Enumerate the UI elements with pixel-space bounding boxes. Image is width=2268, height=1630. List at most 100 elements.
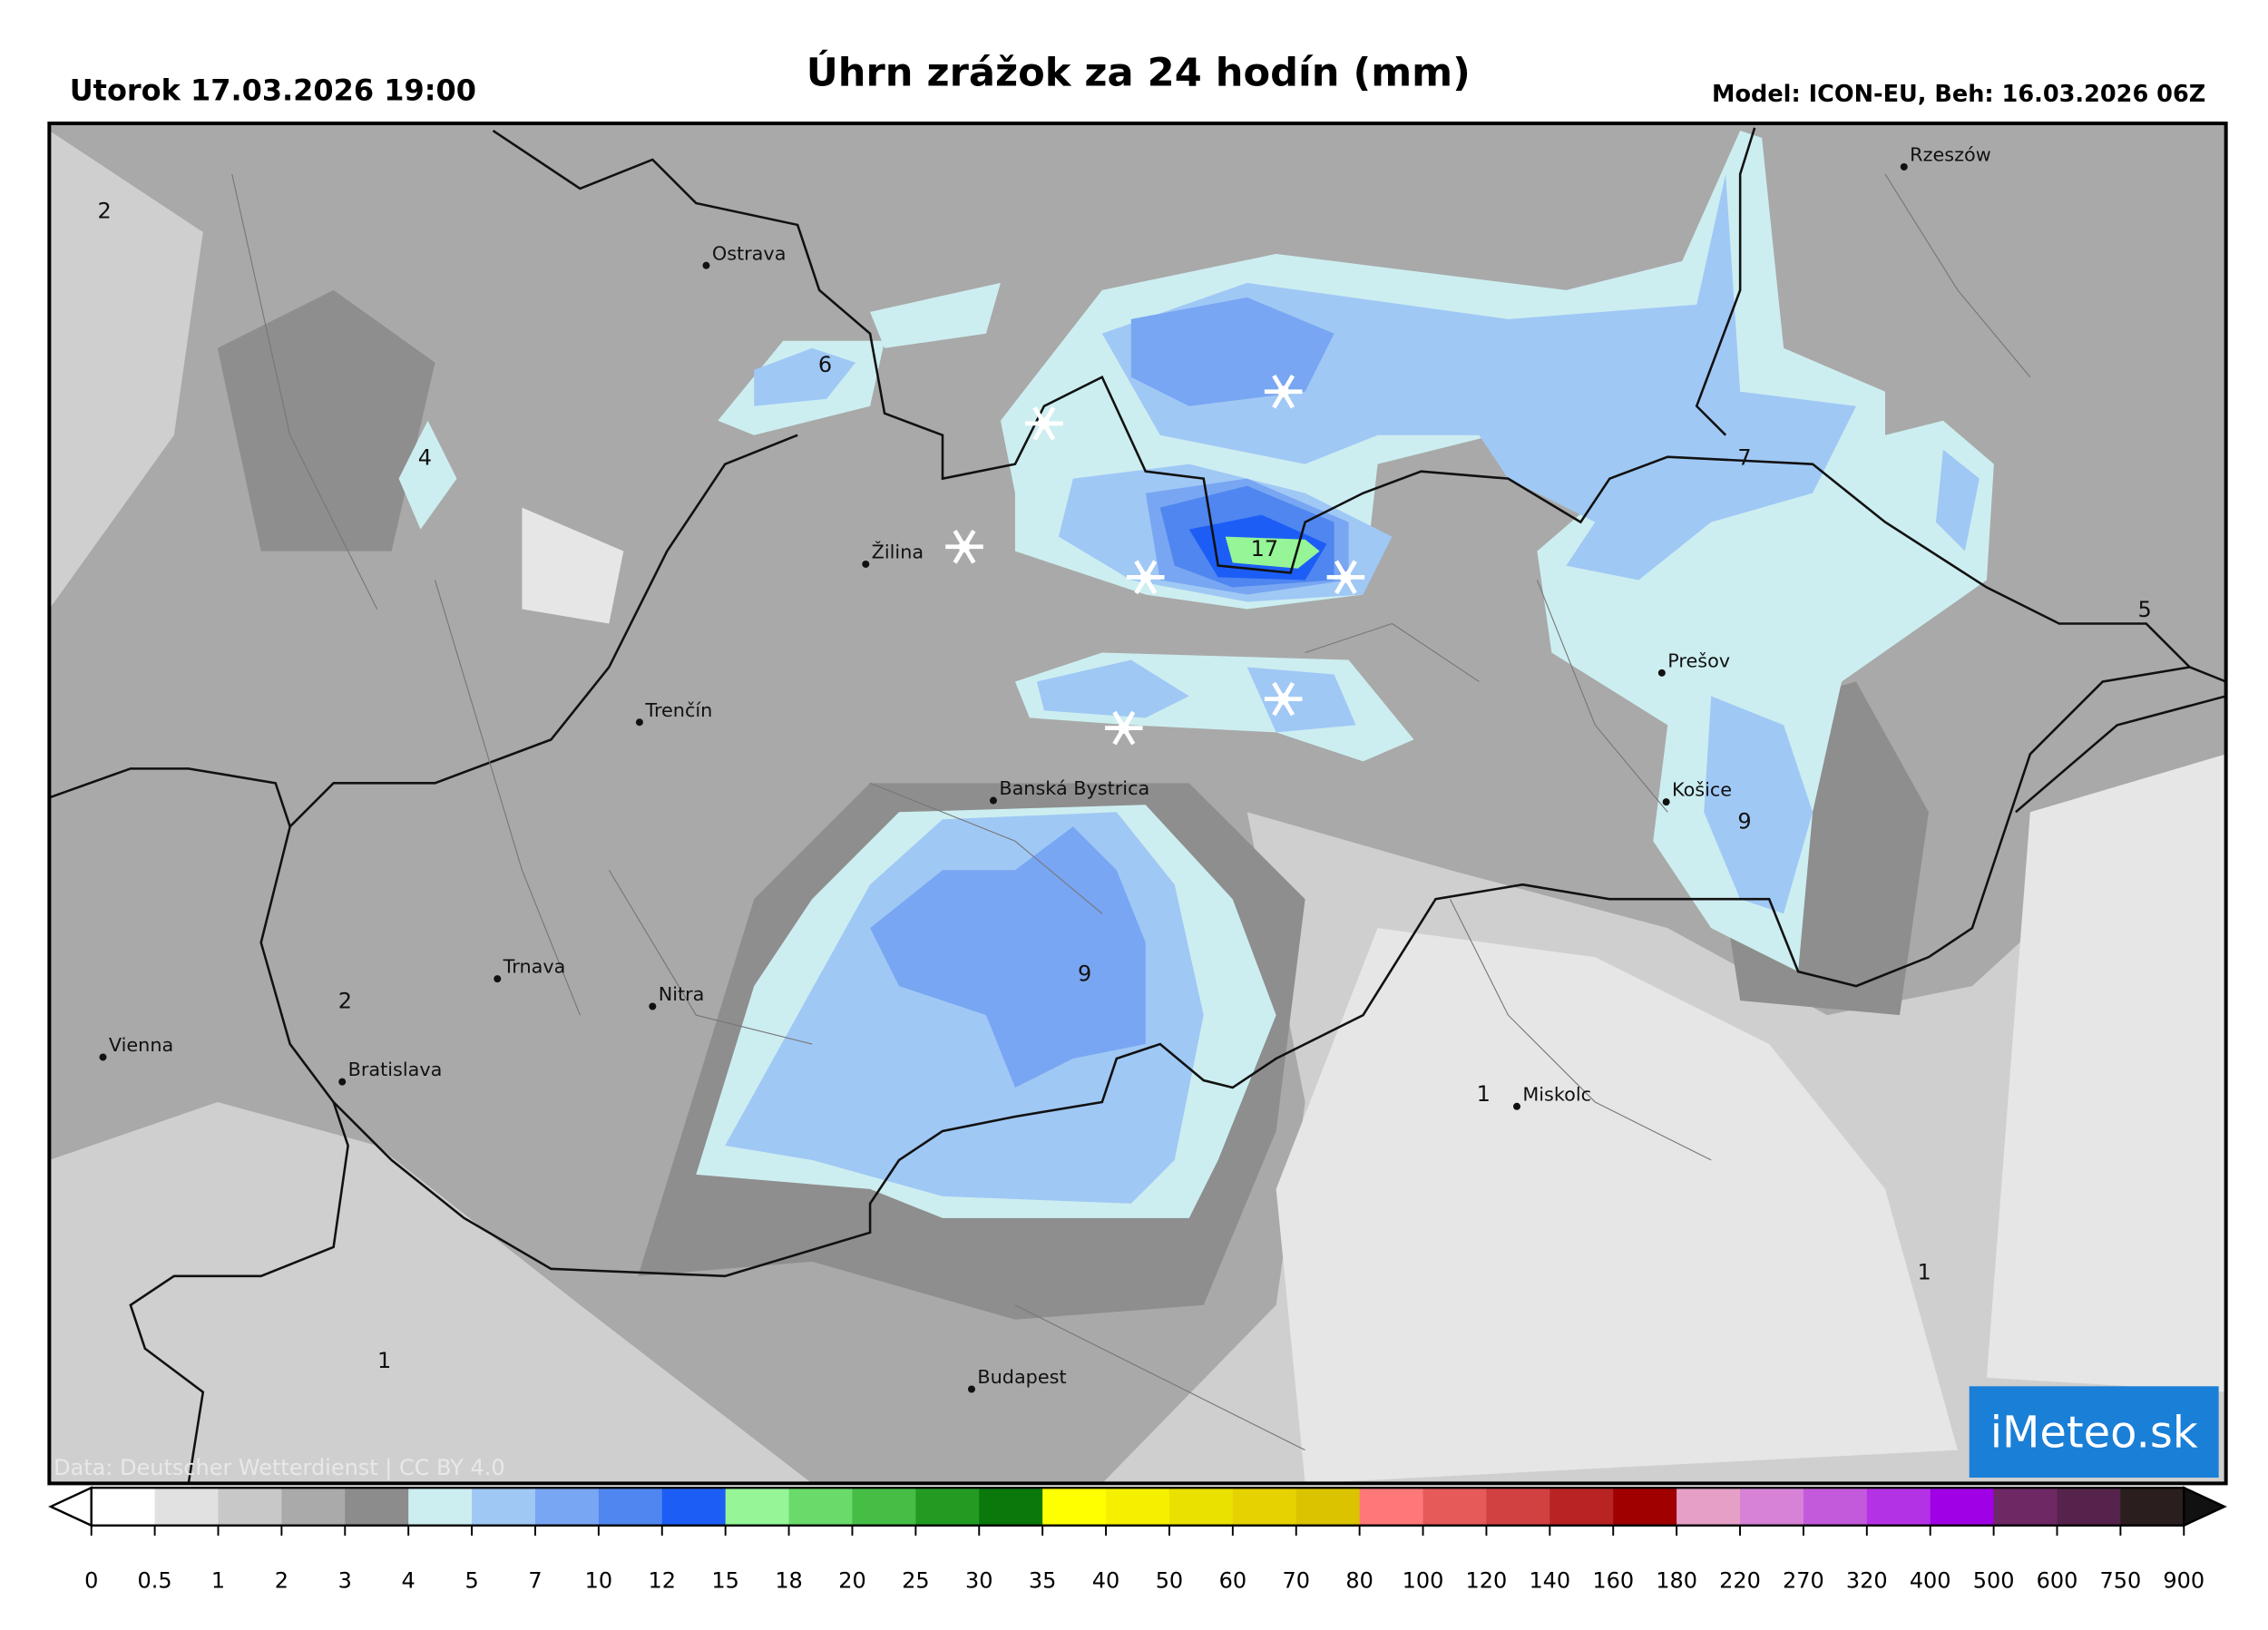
model: Model: ICON-EU, Beh: 16.03.2026 06Z (1712, 81, 2205, 108)
colorbar-tick-label: 100 (1403, 1567, 1444, 1593)
value-label: 5 (2138, 597, 2152, 622)
colorbar-tick-label: 20 (838, 1567, 866, 1593)
logo-box (1969, 1386, 2219, 1478)
colorbar-tick-label: 900 (2163, 1567, 2204, 1593)
value-label: 1 (1918, 1260, 1931, 1285)
colorbar-box (534, 1488, 600, 1526)
colorbar-box (1106, 1488, 1170, 1526)
colorbar-tick-label: 120 (1466, 1567, 1508, 1593)
colorbar-tick-label: 750 (2100, 1567, 2142, 1593)
colorbar-box (345, 1488, 409, 1526)
colorbar-box (661, 1488, 727, 1526)
city-label: Budapest (977, 1366, 1066, 1388)
colorbar-box (1740, 1488, 1804, 1526)
colorbar-box (598, 1488, 663, 1526)
city-label: Ostrava (712, 242, 787, 264)
colorbar-box (915, 1488, 981, 1526)
city-dot (649, 1002, 657, 1010)
colorbar-tick-label: 400 (1910, 1567, 1951, 1593)
city-label: Košice (1672, 779, 1732, 801)
value-label: 17 (1251, 536, 1279, 561)
city-label: Nitra (659, 983, 705, 1005)
city-dot (702, 261, 710, 269)
city-label: Prešov (1667, 649, 1730, 671)
colorbar-box (1866, 1488, 1931, 1526)
city-dot (99, 1053, 107, 1061)
city-dot (635, 718, 643, 727)
colorbar-box (1613, 1488, 1677, 1526)
colorbar-tick-label: 30 (965, 1567, 993, 1593)
value-label: 9 (1737, 808, 1751, 834)
colorbar-box (725, 1488, 790, 1526)
colorbar-tick-label: 1 (211, 1567, 225, 1593)
city-dot (1900, 162, 1908, 171)
colorbar-tick-label: 0 (84, 1567, 98, 1593)
city-dot (1657, 669, 1666, 677)
value-label: 1 (1477, 1081, 1491, 1107)
city-dot (989, 796, 997, 805)
colorbar-tick-label: 270 (1783, 1567, 1824, 1593)
colorbar-tick-label: 5 (464, 1567, 478, 1593)
colorbar-box (1677, 1488, 1741, 1526)
city-label: Banská Bystrica (999, 777, 1149, 799)
colorbar-tick-label: 4 (402, 1567, 415, 1593)
colorbar-box (1930, 1488, 1995, 1526)
city-label: Trenčín (644, 699, 712, 721)
colorbar-tick-label: 35 (1029, 1567, 1057, 1593)
map (49, 123, 2226, 1484)
value-label: 9 (1078, 961, 1091, 986)
city-dot (338, 1078, 347, 1086)
colorbar-box (1232, 1488, 1297, 1526)
value-labels: 2 6 4 17 7 5 9 9 2 1 1 1 (97, 199, 2151, 1374)
colorbar-box (979, 1488, 1043, 1526)
colorbar-box (1295, 1488, 1361, 1526)
colorbar-tick-label: 160 (1592, 1567, 1634, 1593)
logo: iMeteo.sk (1990, 1408, 2198, 1459)
map-frame (47, 122, 2228, 1486)
colorbar-tick-label: 12 (649, 1567, 677, 1593)
colorbar-box (218, 1488, 283, 1526)
value-label: 2 (338, 989, 352, 1014)
colorbar-tick-label: 3 (338, 1567, 352, 1593)
value-label: 7 (1737, 444, 1751, 470)
colorbar-box (1359, 1488, 1424, 1526)
city-labels: Ostrava Žilina Trenčín Banská Bystrica Trnav… (99, 144, 1991, 1393)
colorbar-tick-label: 70 (1282, 1567, 1310, 1593)
colorbar-over (2183, 1486, 2227, 1528)
colorbar-box (1168, 1488, 1234, 1526)
colorbar-box (408, 1488, 473, 1526)
colorbar-tick-label: 40 (1092, 1567, 1120, 1593)
colorbar-tick-label: 10 (585, 1567, 613, 1593)
colorbar-tick-label: 60 (1219, 1567, 1247, 1593)
value-label: 1 (377, 1348, 391, 1373)
colorbar-under (48, 1486, 93, 1528)
colorbar-box (281, 1488, 347, 1526)
colorbar-box (852, 1488, 917, 1526)
colorbar-box (1549, 1488, 1615, 1526)
colorbar-tick-label: 0.5 (138, 1567, 172, 1593)
colorbar-tick-label: 140 (1529, 1567, 1570, 1593)
colorbar-tick-label: 80 (1345, 1567, 1374, 1593)
city-dot (862, 560, 870, 568)
date: Utorok 17.03.2026 19:00 (70, 73, 476, 107)
colorbar-tick-label: 15 (711, 1567, 739, 1593)
colorbar-tick-label: 500 (1973, 1567, 2015, 1593)
colorbar-tick-label: 600 (2037, 1567, 2078, 1593)
city-dot (494, 975, 502, 983)
value-label: 6 (818, 352, 832, 377)
colorbar-tick-label: 25 (902, 1567, 930, 1593)
value-label: 2 (97, 199, 111, 224)
colorbar-box (2057, 1488, 2122, 1526)
colorbar-box (1803, 1488, 1868, 1526)
colorbar-box (1486, 1488, 1551, 1526)
colorbar: 0 0.5 1 2 3 4 5 7 10 12 15 18 20 25 30 35 40 50 60 70 80 100 1… (48, 1486, 2227, 1593)
colorbar-tick-label: 220 (1719, 1567, 1761, 1593)
city-dot (967, 1385, 975, 1393)
city-dot (1662, 798, 1670, 806)
value-label: 4 (418, 444, 432, 470)
colorbar-box (472, 1488, 536, 1526)
city-label: Bratislava (348, 1059, 443, 1080)
colorbar-tick-label: 180 (1656, 1567, 1697, 1593)
colorbar-box (788, 1488, 854, 1526)
